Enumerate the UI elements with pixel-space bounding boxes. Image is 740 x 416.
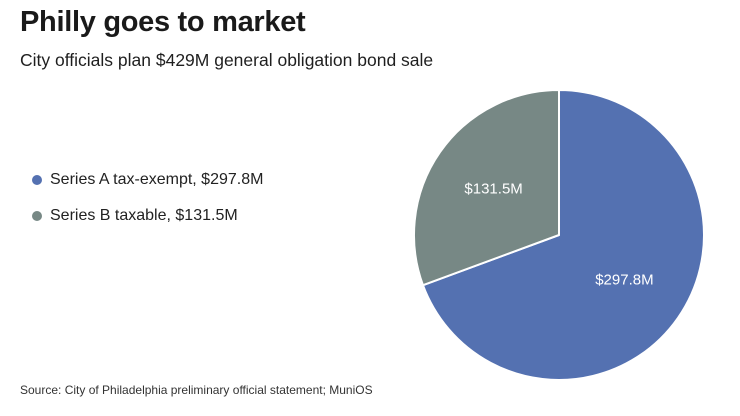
legend-swatch-series-b [32,211,42,221]
legend-label-series-a: Series A tax-exempt, $297.8M [50,171,264,188]
legend-label-series-b: Series B taxable, $131.5M [50,207,238,224]
pie-slice-series-b [413,89,560,287]
pie-label-series-b: $131.5M [464,180,522,197]
legend: Series A tax-exempt, $297.8M Series B ta… [32,162,263,234]
pie-label-series-a: $297.8M [595,272,653,289]
source-note: Source: City of Philadelphia preliminary… [20,383,373,397]
pie-slice-series-a [421,89,705,381]
legend-item-series-b: Series B taxable, $131.5M [32,198,263,234]
chart-title: Philly goes to market [20,6,306,38]
legend-swatch-series-a [32,175,42,185]
legend-item-series-a: Series A tax-exempt, $297.8M [32,162,263,198]
chart-subtitle: City officials plan $429M general obliga… [20,50,434,70]
